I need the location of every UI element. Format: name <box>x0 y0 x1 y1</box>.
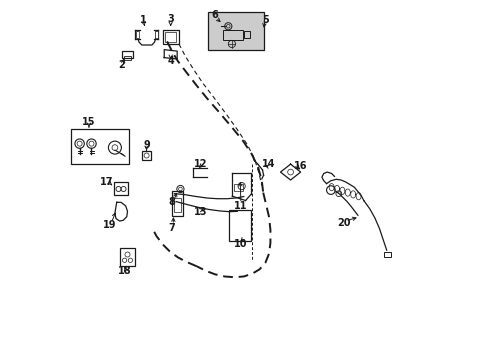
Bar <box>136 31 139 38</box>
Text: 7: 7 <box>168 222 175 233</box>
Text: 1: 1 <box>140 15 147 25</box>
Bar <box>244 31 250 38</box>
Text: 3: 3 <box>167 14 174 24</box>
Text: 12: 12 <box>193 159 207 169</box>
Text: 4: 4 <box>167 56 174 66</box>
Text: 14: 14 <box>262 159 275 169</box>
Text: 16: 16 <box>293 161 306 171</box>
Bar <box>172 191 183 216</box>
Text: 2: 2 <box>118 60 124 70</box>
Bar <box>384 252 390 257</box>
Bar <box>163 30 178 44</box>
Text: 18: 18 <box>118 266 132 276</box>
Bar <box>223 30 242 40</box>
Bar <box>142 151 151 160</box>
Text: 9: 9 <box>143 140 150 150</box>
Bar <box>120 248 134 266</box>
Text: 11: 11 <box>234 201 247 211</box>
Text: 10: 10 <box>234 239 247 249</box>
Bar <box>207 12 263 50</box>
Bar <box>174 198 181 212</box>
Text: 20: 20 <box>336 218 349 228</box>
Text: 19: 19 <box>102 220 116 230</box>
Circle shape <box>226 24 230 28</box>
Bar <box>234 184 243 191</box>
Text: 17: 17 <box>100 177 114 187</box>
Text: 13: 13 <box>193 207 207 217</box>
Bar <box>71 129 128 164</box>
Bar <box>165 32 176 42</box>
Text: 5: 5 <box>262 15 269 25</box>
Bar <box>229 210 250 241</box>
Text: 15: 15 <box>82 117 96 127</box>
Bar <box>155 31 158 38</box>
Text: 6: 6 <box>211 10 218 21</box>
Text: 8: 8 <box>168 197 175 207</box>
Bar <box>122 51 133 58</box>
Bar <box>114 182 127 195</box>
Bar <box>123 56 131 60</box>
